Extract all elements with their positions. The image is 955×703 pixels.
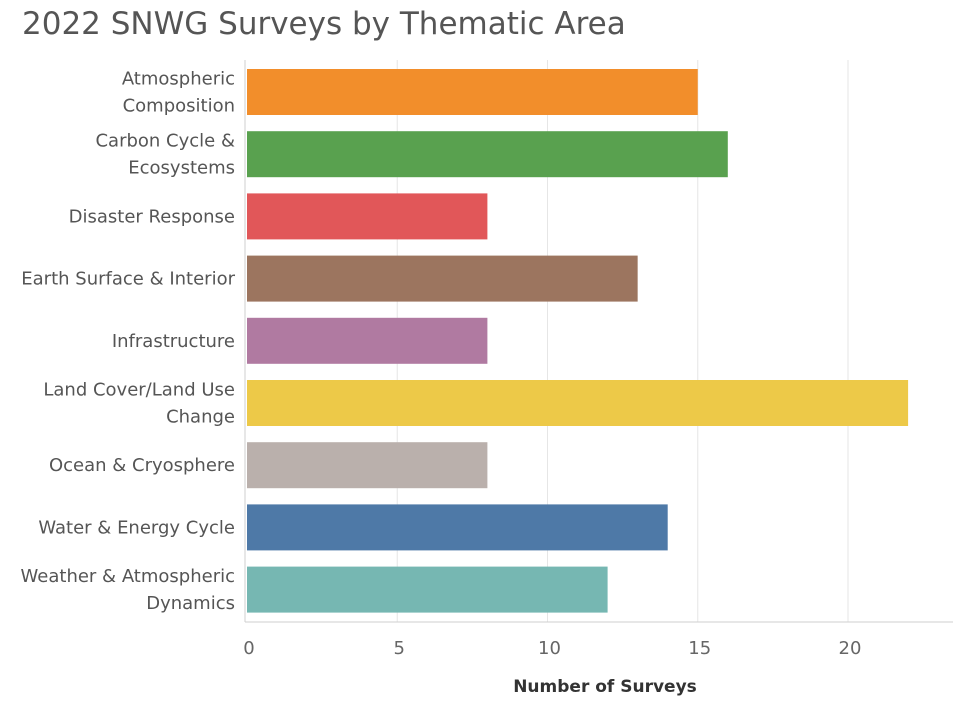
x-tick-label-0: 0 bbox=[243, 638, 254, 659]
category-label-3: Earth Surface & Interior bbox=[21, 269, 235, 290]
category-label-2: Disaster Response bbox=[69, 206, 235, 227]
x-tick-label-5: 5 bbox=[394, 638, 405, 659]
x-tick-label-10: 10 bbox=[538, 638, 561, 659]
category-label-1: Carbon Cycle & Ecosystems bbox=[95, 131, 235, 179]
chart-title: 2022 SNWG Surveys by Thematic Area bbox=[22, 6, 626, 42]
category-label-8: Weather & Atmospheric Dynamics bbox=[21, 566, 235, 614]
bar-7 bbox=[247, 504, 668, 551]
bar-4 bbox=[247, 317, 488, 364]
bar-1 bbox=[247, 131, 728, 178]
category-label-4: Infrastructure bbox=[112, 331, 235, 352]
bar-2 bbox=[247, 193, 488, 240]
category-label-7: Water & Energy Cycle bbox=[38, 517, 235, 538]
bar-5 bbox=[247, 380, 909, 426]
bar-3 bbox=[247, 255, 638, 302]
x-axis-title: Number of Surveys bbox=[513, 677, 697, 697]
x-tick-label-20: 20 bbox=[839, 638, 862, 659]
category-label-6: Ocean & Cryosphere bbox=[49, 455, 235, 476]
category-label-0: Atmospheric Composition bbox=[122, 69, 235, 117]
bar-8 bbox=[247, 566, 608, 613]
x-tick-label-15: 15 bbox=[688, 638, 711, 659]
bar-0 bbox=[247, 69, 698, 115]
bar-6 bbox=[247, 442, 488, 489]
category-label-5: Land Cover/Land Use Change bbox=[43, 380, 235, 428]
